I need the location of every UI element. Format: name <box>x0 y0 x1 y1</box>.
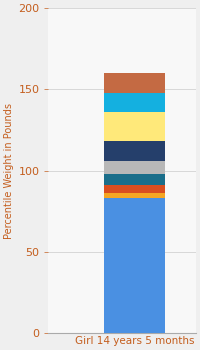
Bar <box>104 73 165 93</box>
Bar <box>104 174 165 185</box>
Y-axis label: Percentile Weight in Pounds: Percentile Weight in Pounds <box>4 103 14 239</box>
Bar <box>104 193 165 198</box>
Bar <box>104 185 165 193</box>
Bar <box>104 161 165 174</box>
Bar <box>104 198 165 333</box>
Bar <box>104 141 165 161</box>
Bar <box>104 112 165 141</box>
Bar <box>104 93 165 112</box>
